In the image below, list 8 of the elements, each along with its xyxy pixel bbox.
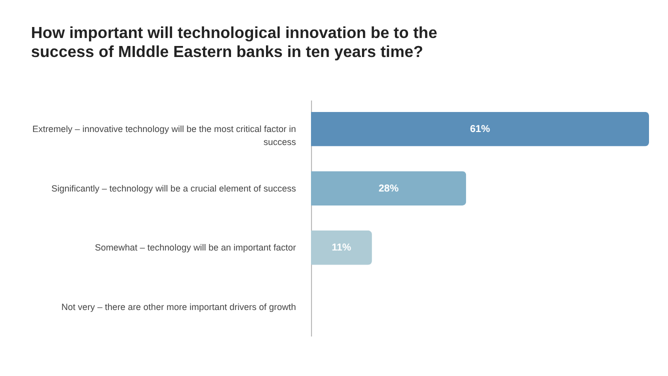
data-label: 61%	[470, 124, 490, 136]
y-tick-label: Extremely – innovative technology will be the most critical factor in success	[32, 124, 296, 148]
y-tick-label: Not very – there are other more important drivers of growth	[61, 302, 296, 312]
data-label: 28%	[378, 183, 399, 194]
data-label: 11%	[332, 242, 352, 254]
chart-title: How important will technological innovation be to the success of MIddle Eastern banks in ten years time?	[31, 25, 438, 61]
y-tick-label: Significantly – technology will be a crucial element of success	[51, 183, 296, 194]
y-tick-label: Somewhat – technology will be an important factor	[94, 242, 296, 253]
